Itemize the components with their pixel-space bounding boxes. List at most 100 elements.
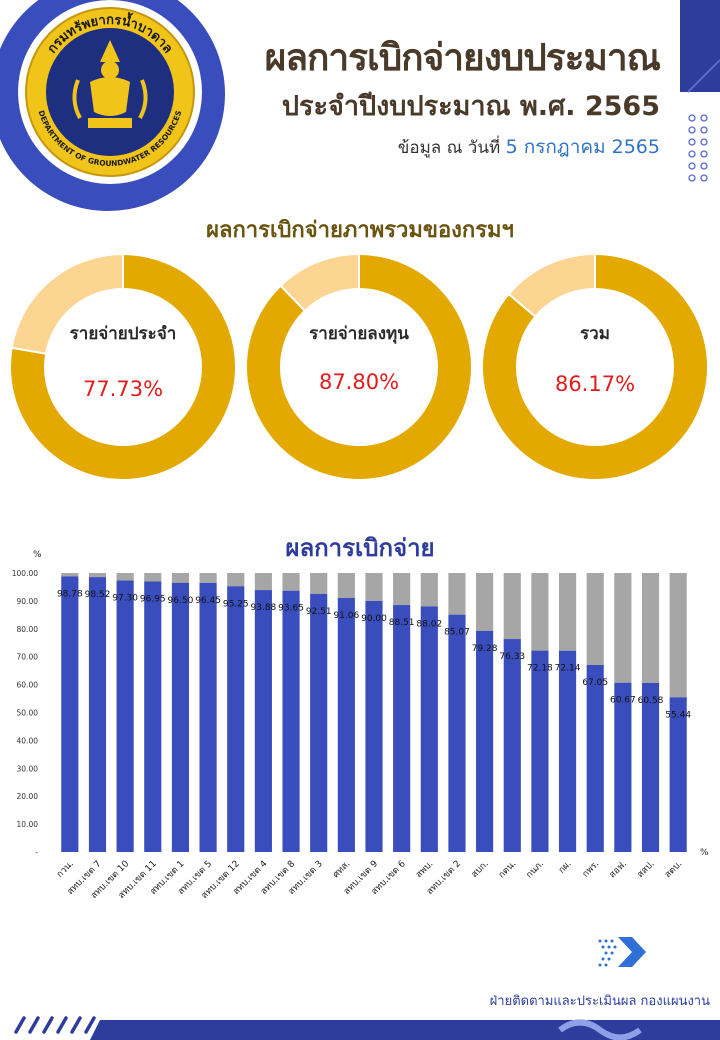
bar: [199, 582, 217, 852]
bar-remaining: [171, 573, 190, 583]
donut-slice-remaining: [507, 252, 596, 319]
bar: [254, 590, 272, 852]
bar: [61, 576, 79, 852]
decor-dot: [688, 162, 696, 170]
bar-remaining: [531, 573, 549, 651]
x-tick-label: กวน.: [55, 859, 76, 880]
donut-slice-remaining: [279, 252, 360, 313]
bar: [420, 606, 438, 852]
bar: [641, 682, 660, 852]
donut-slice-disbursed: [245, 252, 473, 481]
donut-slice-remaining: [10, 252, 124, 355]
bar-remaining: [641, 573, 660, 683]
bar: [282, 590, 300, 852]
x-tick-label: กผ.: [557, 859, 574, 876]
bar: [171, 582, 190, 852]
x-tick-label: สบก.: [470, 859, 491, 880]
bar-remaining: [558, 573, 577, 651]
bar: [365, 600, 383, 852]
bar-remaining: [365, 573, 383, 601]
bar-value-label: 60.67: [610, 696, 636, 706]
bar-remaining: [61, 573, 79, 577]
bar-value-label: 76.33: [499, 652, 525, 662]
bar-value-label: 91.06: [333, 611, 359, 621]
bar: [476, 630, 494, 852]
bar-remaining: [116, 573, 134, 581]
bar-remaining: [227, 573, 245, 587]
bar-remaining: [669, 573, 687, 698]
donut-label-investment: รายจ่ายลงทุน: [309, 324, 409, 344]
y-tick-label: 50.00: [17, 709, 39, 718]
bar-value-label: 93.65: [278, 604, 304, 614]
bar-remaining: [476, 573, 494, 631]
bar: [144, 581, 162, 852]
bar: [116, 580, 134, 852]
x-tick-label: สตบ.: [663, 859, 684, 880]
y-tick-label: 10.00: [17, 820, 39, 829]
as-of-date: 5 กรกฎาคม 2565: [505, 136, 660, 158]
bar-value-label: 98.52: [85, 590, 111, 600]
donut-card-total: รวม 86.17%: [480, 252, 710, 486]
bar-value-label: 90.00: [361, 614, 387, 624]
bar-value-label: 55.44: [665, 710, 691, 720]
bar-value-label: 92.51: [306, 607, 332, 617]
bottom-wave: [558, 1019, 642, 1040]
y-tick-label: 80.00: [17, 625, 39, 634]
y-tick-label: 30.00: [17, 764, 39, 773]
decor-dot: [688, 114, 696, 122]
bar: [393, 605, 411, 852]
decor-dot: [700, 138, 708, 146]
y-tick-label: 40.00: [17, 736, 39, 745]
bar-value-label: 98.78: [57, 589, 83, 599]
bar-remaining: [614, 573, 632, 683]
bar: [586, 664, 604, 852]
y-tick-label: 60.00: [17, 681, 39, 690]
bar-value-label: 60.58: [638, 696, 664, 706]
overview-title: ผลการเบิกจ่ายภาพรวมของกรมฯ: [206, 218, 514, 243]
y-tick-label: 70.00: [17, 653, 39, 662]
bar-value-label: 96.95: [140, 595, 166, 605]
donut-slice-disbursed: [9, 252, 237, 481]
y-tick-label: 20.00: [17, 792, 39, 801]
bar-remaining: [254, 573, 272, 591]
bar: [337, 597, 355, 852]
y-axis-unit: %: [33, 550, 42, 560]
donut-slice-disbursed: [481, 252, 709, 481]
as-of-line: ข้อมูล ณ วันที่ 5 กรกฎาคม 2565: [300, 132, 660, 162]
donut-chart-recurring: [9, 252, 237, 481]
bar-value-label: 85.07: [444, 628, 470, 638]
bar-chart: 100.00 90.00 80.00 70.00 60.00 50.00 40.00 30.0…: [12, 569, 692, 901]
bar-remaining: [503, 573, 521, 640]
bar-chart-title: ผลการเบิกจ่าย: [285, 534, 435, 562]
donut-card-recurring: รายจ่ายประจำ 77.73%: [8, 252, 238, 486]
x-tick-label: กตน.: [497, 859, 518, 880]
bar-value-label: 97.30: [112, 594, 138, 604]
page-subtitle: ประจำปีงบประมาณ พ.ศ. 2565: [281, 91, 660, 122]
dot-grid-decor: [688, 114, 708, 182]
x-axis-unit: %: [700, 848, 709, 858]
bar: [614, 682, 632, 852]
corner-block: [680, 0, 720, 92]
bar-value-label: 96.45: [195, 596, 221, 606]
bar: [448, 614, 466, 852]
bar-value-label: 96.50: [168, 596, 194, 606]
bar: [669, 697, 687, 852]
bar-remaining: [199, 573, 217, 583]
x-tick-label: กพร.: [581, 859, 602, 880]
decor-slash: [42, 1016, 54, 1034]
donut-chart-investment: [245, 252, 473, 481]
y-tick-label: 90.00: [17, 597, 39, 606]
bar-remaining: [393, 573, 411, 606]
bar-remaining: [337, 573, 355, 598]
bar: [558, 650, 577, 852]
bar: [310, 593, 328, 852]
donut-label-total: รวม: [580, 324, 610, 344]
bar-value-label: 79.28: [472, 644, 498, 654]
donut-card-investment: รายจ่ายลงทุน 87.80%: [244, 252, 474, 486]
bar: [227, 586, 245, 852]
decor-dot: [688, 174, 696, 182]
bar-value-label: 67.05: [582, 678, 608, 688]
bar-value-label: 88.02: [416, 619, 442, 629]
decor-dot: [688, 138, 696, 146]
